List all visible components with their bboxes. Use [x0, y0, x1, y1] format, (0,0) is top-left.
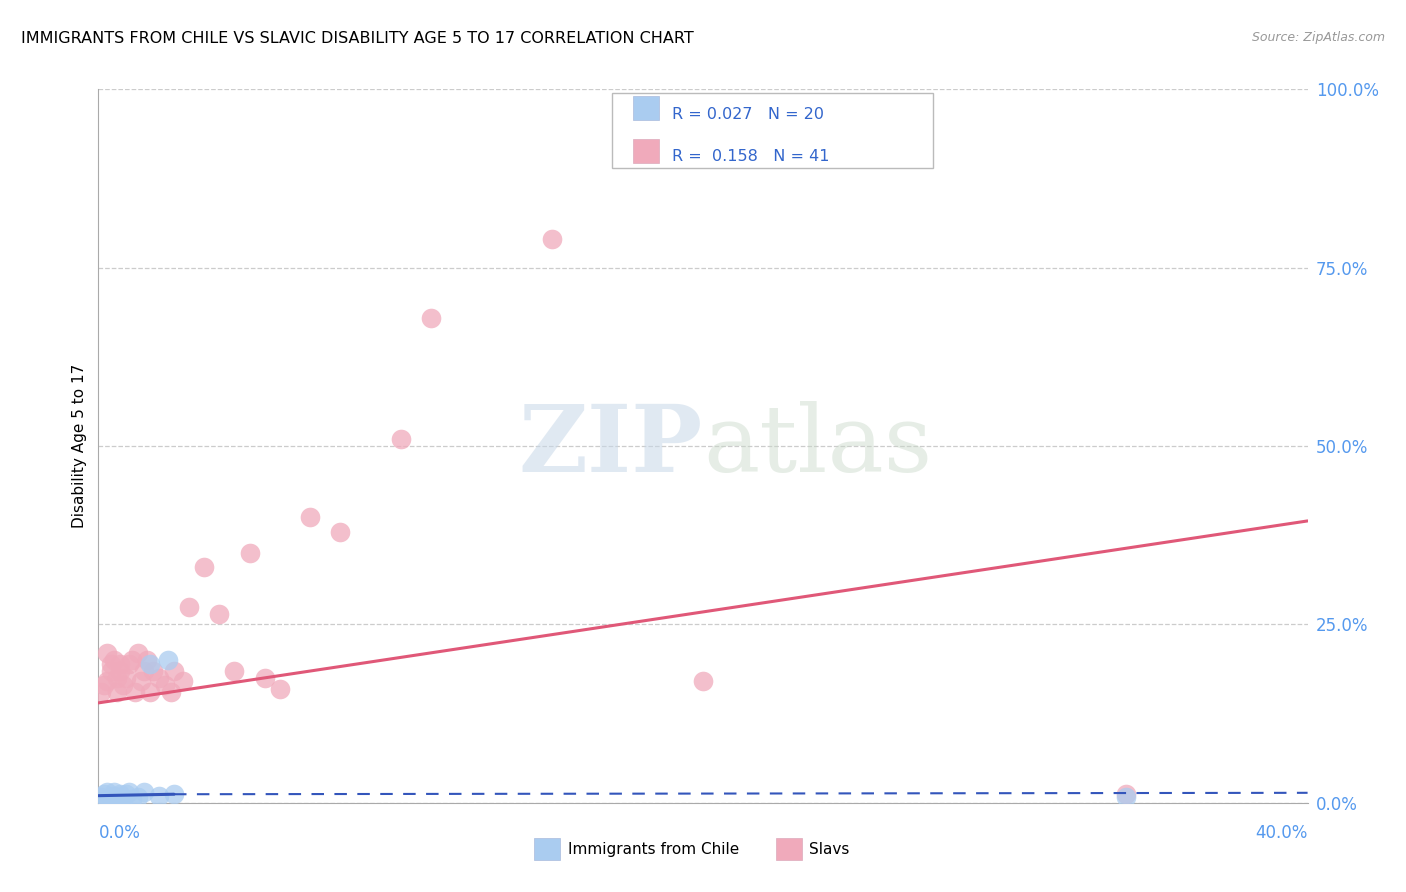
Point [108, 664, 131, 678]
Point [111, 792, 134, 806]
Point [299, 510, 322, 524]
Point [420, 310, 443, 325]
Point [208, 607, 231, 621]
Point [90, 790, 112, 805]
Point [692, 674, 714, 689]
Point [105, 790, 128, 805]
Text: R =  0.158   N = 41: R = 0.158 N = 41 [672, 150, 830, 164]
Point [127, 646, 149, 660]
Point [132, 785, 155, 799]
Point [93, 678, 115, 692]
Point [103, 785, 125, 799]
Text: 40.0%: 40.0% [1256, 824, 1308, 842]
Text: atlas: atlas [703, 401, 932, 491]
Point [540, 232, 562, 246]
Point [118, 785, 141, 799]
Point [1115, 790, 1137, 805]
Point [163, 664, 186, 678]
Text: 0.0%: 0.0% [98, 824, 141, 842]
Point [103, 653, 125, 667]
Point [148, 789, 170, 803]
Text: Source: ZipAtlas.com: Source: ZipAtlas.com [1251, 31, 1385, 45]
Point [100, 790, 122, 805]
Point [121, 653, 143, 667]
Point [148, 671, 170, 685]
Point [121, 792, 143, 806]
Point [142, 664, 165, 678]
Y-axis label: Disability Age 5 to 17: Disability Age 5 to 17 [72, 364, 87, 528]
Point [103, 789, 125, 803]
Point [193, 560, 215, 574]
Bar [776, 838, 803, 860]
Bar [633, 96, 659, 120]
Point [124, 685, 146, 699]
Point [160, 685, 183, 699]
Point [156, 653, 179, 667]
Point [135, 653, 157, 667]
Point [114, 671, 136, 685]
FancyBboxPatch shape [613, 93, 932, 168]
Point [96, 674, 118, 689]
Point [93, 787, 115, 801]
Point [389, 432, 412, 446]
Point [100, 657, 122, 671]
Text: IMMIGRANTS FROM CHILE VS SLAVIC DISABILITY AGE 5 TO 17 CORRELATION CHART: IMMIGRANTS FROM CHILE VS SLAVIC DISABILI… [21, 31, 693, 46]
Point [100, 664, 122, 678]
Point [224, 664, 246, 678]
Bar [534, 838, 561, 860]
Point [90, 685, 112, 699]
Point [96, 646, 118, 660]
Point [108, 657, 131, 671]
Point [108, 787, 131, 801]
Text: Slavs: Slavs [810, 842, 849, 856]
Point [239, 546, 262, 560]
Text: R = 0.027   N = 20: R = 0.027 N = 20 [672, 107, 824, 121]
Point [269, 681, 291, 696]
Point [96, 792, 118, 806]
Text: Immigrants from Chile: Immigrants from Chile [568, 842, 738, 856]
Point [153, 678, 176, 692]
Point [163, 787, 186, 801]
Point [114, 787, 136, 801]
Point [105, 671, 128, 685]
Point [132, 664, 155, 678]
Point [1115, 787, 1137, 801]
Point [253, 671, 276, 685]
Point [139, 685, 162, 699]
Bar [633, 139, 659, 162]
Point [139, 657, 162, 671]
Point [172, 674, 194, 689]
Point [111, 678, 134, 692]
Point [179, 599, 201, 614]
Point [127, 790, 149, 805]
Text: ZIP: ZIP [519, 401, 703, 491]
Point [96, 785, 118, 799]
Point [129, 674, 152, 689]
Point [118, 657, 141, 671]
Point [105, 685, 128, 699]
Point [329, 524, 352, 539]
